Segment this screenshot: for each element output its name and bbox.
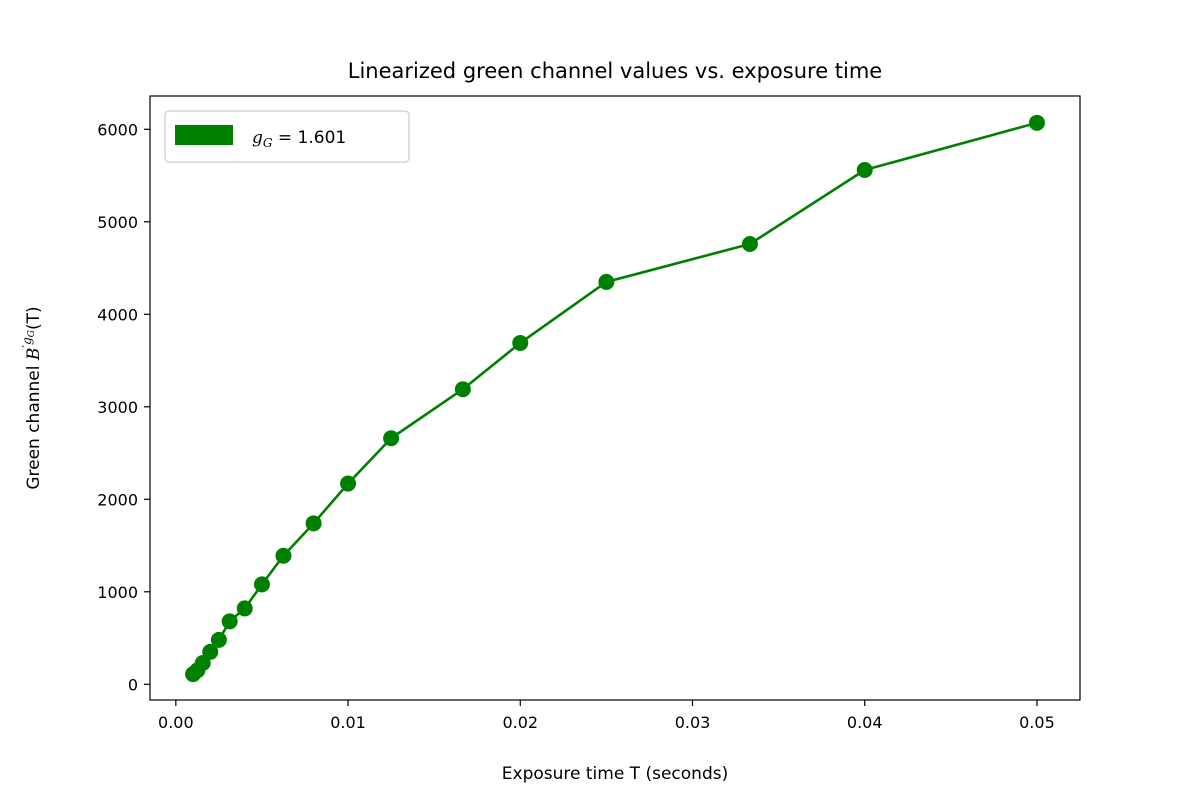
data-point xyxy=(275,547,292,564)
legend-label-rest: = 1.601 xyxy=(272,128,346,148)
plot-area xyxy=(149,95,1081,701)
y-axis-label-exponent: g xyxy=(20,337,34,345)
legend: gG = 1.601 xyxy=(164,110,410,163)
y-axis-label-prime: ′ xyxy=(20,345,34,348)
chart-title: Linearized green channel values vs. expo… xyxy=(348,59,882,83)
y-axis-ticks: 0 1000 2000 3000 4000 5000 6000 xyxy=(97,120,150,694)
x-axis-label: Exposure time T (seconds) xyxy=(502,764,728,784)
data-point xyxy=(454,381,471,398)
data-point xyxy=(253,576,270,593)
data-point xyxy=(383,430,400,447)
legend-label: gG = 1.601 xyxy=(252,128,346,150)
x-tick-label: 0.01 xyxy=(330,713,366,732)
data-point xyxy=(1028,114,1045,131)
x-tick-label: 0.05 xyxy=(1019,713,1055,732)
y-axis-label-base: B xyxy=(24,348,44,362)
data-point xyxy=(512,334,529,351)
y-tick-label: 4000 xyxy=(97,305,138,324)
y-tick-label: 3000 xyxy=(97,398,138,417)
data-point xyxy=(210,631,227,648)
y-axis-label-exponent-sub: G xyxy=(27,330,37,337)
data-point xyxy=(340,475,357,492)
x-axis-ticks: 0.00 0.01 0.02 0.03 0.04 0.05 xyxy=(158,700,1055,732)
legend-label-var: g xyxy=(252,128,263,148)
data-point xyxy=(236,600,253,617)
y-axis-label-prefix: Green channel xyxy=(24,360,44,490)
y-tick-label: 6000 xyxy=(97,120,138,139)
data-point xyxy=(598,273,615,290)
data-point xyxy=(202,643,219,660)
axes-frame xyxy=(149,95,1081,701)
x-tick-label: 0.04 xyxy=(847,713,883,732)
data-point xyxy=(305,515,322,532)
y-tick-label: 2000 xyxy=(97,490,138,509)
series-layer xyxy=(185,114,1045,683)
y-axis-label: Green channel B′gG(T) xyxy=(20,306,44,489)
data-point xyxy=(741,235,758,252)
data-point xyxy=(221,613,238,630)
legend-label-sub: G xyxy=(263,136,273,150)
y-axis-label-suffix: (T) xyxy=(24,306,44,330)
y-tick-label: 5000 xyxy=(97,213,138,232)
data-point xyxy=(856,162,873,178)
x-tick-label: 0.00 xyxy=(158,713,194,732)
y-tick-label: 1000 xyxy=(97,583,138,602)
legend-box xyxy=(164,110,410,163)
x-tick-label: 0.02 xyxy=(502,713,538,732)
legend-swatch xyxy=(175,125,233,145)
y-tick-label: 0 xyxy=(128,675,138,694)
x-tick-label: 0.03 xyxy=(675,713,711,732)
